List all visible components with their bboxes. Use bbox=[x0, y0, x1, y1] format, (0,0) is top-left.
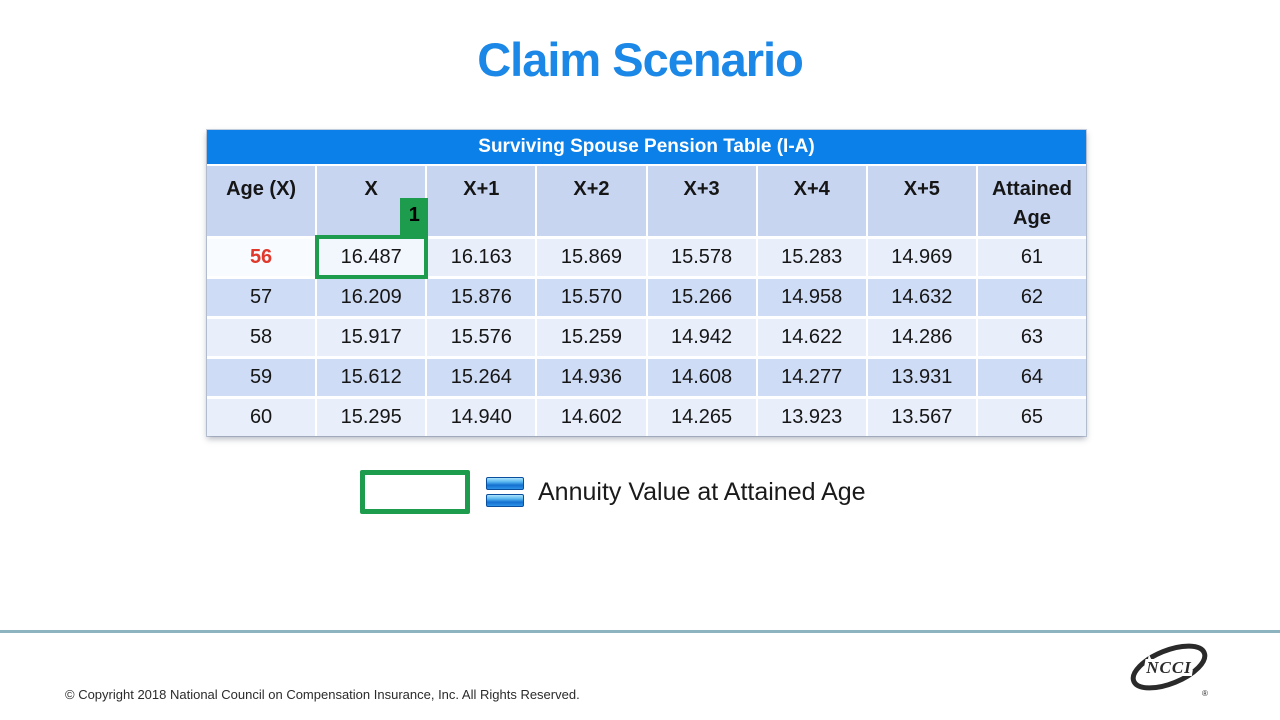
ncci-logo-text: NCCI bbox=[1145, 658, 1192, 677]
table-cell: 15.570 bbox=[537, 279, 648, 316]
column-header-age: Age (X) bbox=[207, 166, 318, 236]
table-cell: 15.869 bbox=[537, 239, 648, 276]
equals-bar-bottom bbox=[486, 494, 524, 507]
table-cell: 14.622 bbox=[758, 319, 868, 356]
age-cell: 59 bbox=[207, 359, 318, 396]
table-cell: 15.259 bbox=[537, 319, 648, 356]
pension-table: Surviving Spouse Pension Table (I-A) Age… bbox=[207, 130, 1086, 436]
column-header-x1: X+1 bbox=[427, 166, 538, 236]
ncci-logo: NCCI ® bbox=[1130, 643, 1208, 698]
cell-value: 16.487 bbox=[340, 246, 402, 268]
copyright-text: © Copyright 2018 National Council on Com… bbox=[65, 687, 580, 702]
table-cell: 13.567 bbox=[868, 399, 978, 436]
age-cell-highlighted: 56 bbox=[207, 239, 318, 276]
table-cell: 15.917 bbox=[317, 319, 428, 356]
page-title: Claim Scenario bbox=[477, 33, 804, 86]
table-cell: 14.940 bbox=[427, 399, 538, 436]
table-row: 56 16.487 1 16.163 15.869 15.578 15.283 … bbox=[207, 198, 1086, 279]
age-cell: 58 bbox=[207, 319, 318, 356]
table-row: 59 15.612 15.264 14.936 14.608 14.277 13… bbox=[207, 356, 1086, 396]
column-header-x3: X+3 bbox=[648, 166, 758, 236]
table-row: 57 16.209 15.876 15.570 15.266 14.958 14… bbox=[207, 276, 1086, 316]
table-title-banner: Surviving Spouse Pension Table (I-A) bbox=[207, 130, 1086, 164]
table-cell: 14.969 bbox=[868, 239, 978, 276]
column-header-x4: X+4 bbox=[758, 166, 868, 236]
table-cell: 16.209 bbox=[317, 279, 428, 316]
table-cell: 13.923 bbox=[758, 399, 868, 436]
table-cell: 15.876 bbox=[427, 279, 538, 316]
table-cell: 65 bbox=[1020, 406, 1044, 428]
age-cell: 57 bbox=[207, 279, 318, 316]
column-header-attained-age: Attained Age bbox=[991, 178, 1072, 229]
table-cell: 15.283 bbox=[758, 239, 868, 276]
column-header-x2: X+2 bbox=[537, 166, 648, 236]
column-header-x5: X+5 bbox=[868, 166, 978, 236]
table-cell: 16.163 bbox=[427, 239, 538, 276]
table-cell: 14.942 bbox=[648, 319, 758, 356]
registered-trademark: ® bbox=[1202, 689, 1208, 698]
table-cell: 15.612 bbox=[317, 359, 428, 396]
footer-divider-line bbox=[0, 630, 1280, 633]
table-cell: 14.936 bbox=[537, 359, 648, 396]
table-cell: 15.264 bbox=[427, 359, 538, 396]
highlighted-value-cell: 16.487 1 bbox=[315, 198, 429, 279]
table-cell: 14.958 bbox=[758, 279, 868, 316]
table-row: 58 15.917 15.576 15.259 14.942 14.622 14… bbox=[207, 316, 1086, 356]
table-cell: 14.277 bbox=[758, 359, 868, 396]
table-row: 60 15.295 14.940 14.602 14.265 13.923 13… bbox=[207, 396, 1086, 436]
table-cell: 14.602 bbox=[537, 399, 648, 436]
table-cell: 14.286 bbox=[868, 319, 978, 356]
table-cell: 63 bbox=[1020, 326, 1044, 348]
legend: Annuity Value at Attained Age bbox=[360, 470, 866, 514]
equals-bar-top bbox=[486, 477, 524, 490]
table-cell: 15.578 bbox=[648, 239, 758, 276]
table-cell: 14.632 bbox=[868, 279, 978, 316]
table-cell: 62 bbox=[1020, 286, 1044, 308]
table-cell: 14.608 bbox=[648, 359, 758, 396]
equals-icon bbox=[486, 477, 524, 507]
legend-label: Annuity Value at Attained Age bbox=[538, 477, 866, 506]
table-cell: 15.266 bbox=[648, 279, 758, 316]
table-cell: 13.931 bbox=[868, 359, 978, 396]
table-cell: 15.576 bbox=[427, 319, 538, 356]
age-cell: 60 bbox=[207, 399, 318, 436]
table-cell: 64 bbox=[1020, 366, 1044, 388]
table-cell: 61 bbox=[1020, 246, 1044, 268]
table-header-row: Age (X) X X+1 X+2 X+3 X+4 X+5 Attained A… bbox=[207, 164, 1086, 236]
green-highlight-swatch bbox=[360, 470, 470, 514]
callout-badge: 1 bbox=[400, 198, 429, 236]
table-cell: 15.295 bbox=[317, 399, 428, 436]
table-cell: 14.265 bbox=[648, 399, 758, 436]
